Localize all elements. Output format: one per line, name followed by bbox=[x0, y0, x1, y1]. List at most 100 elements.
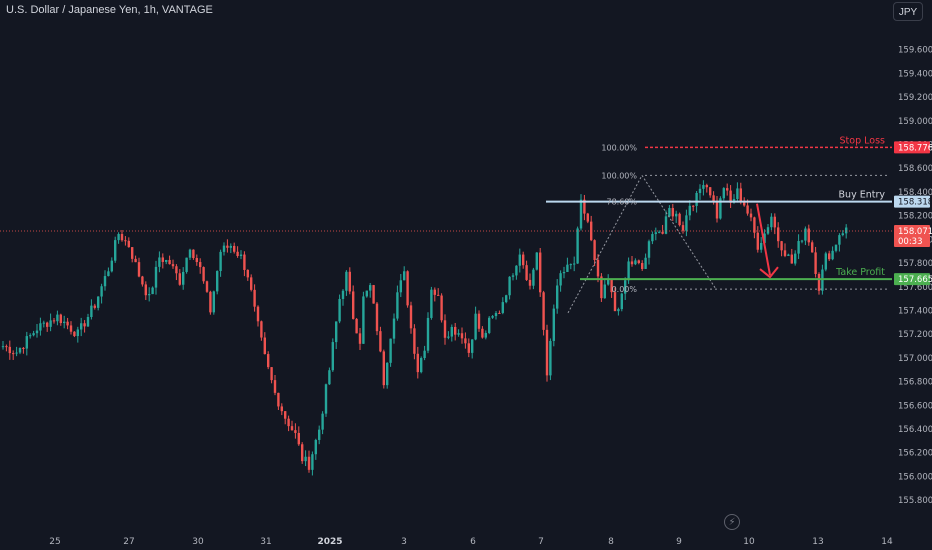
candle-body bbox=[137, 262, 141, 277]
candle-body bbox=[698, 188, 702, 193]
candle-body bbox=[532, 269, 535, 286]
candle-body bbox=[610, 279, 613, 293]
candle-body bbox=[399, 280, 402, 293]
candle-body bbox=[528, 279, 532, 286]
lightning-bolt-icon[interactable]: ⚡ bbox=[724, 514, 740, 530]
candle-body bbox=[396, 292, 399, 319]
candle-body bbox=[314, 439, 317, 455]
candle-body bbox=[695, 192, 698, 206]
candle-body bbox=[49, 320, 52, 327]
candle-body bbox=[712, 195, 715, 203]
currency-button[interactable]: JPY bbox=[893, 2, 923, 21]
time-tick-label: 13 bbox=[812, 537, 823, 547]
candle-body bbox=[358, 333, 362, 344]
candle-body bbox=[671, 208, 674, 217]
buy-entry-label: Buy Entry bbox=[839, 190, 886, 201]
candle-body bbox=[556, 285, 559, 309]
candle-body bbox=[199, 262, 202, 268]
candle-body bbox=[586, 213, 589, 222]
candle-body bbox=[375, 303, 379, 332]
candle-body bbox=[736, 188, 739, 199]
candle-body bbox=[83, 323, 86, 327]
time-tick-label: 27 bbox=[123, 537, 134, 547]
time-tick-label: 3 bbox=[401, 537, 407, 547]
candle-body bbox=[719, 198, 722, 219]
fib-level-label: 100.00% bbox=[601, 143, 637, 152]
candle-body bbox=[188, 249, 192, 258]
candle-body bbox=[348, 271, 351, 292]
candle-body bbox=[464, 338, 467, 344]
candle-body bbox=[277, 392, 280, 407]
candle-body bbox=[52, 320, 56, 322]
candle-body bbox=[127, 240, 130, 248]
candle-body bbox=[148, 294, 151, 296]
candle-body bbox=[593, 240, 596, 261]
candle-body bbox=[634, 260, 637, 265]
candle-body bbox=[141, 276, 144, 285]
last-price-tag-bg bbox=[894, 224, 930, 247]
candle-body bbox=[18, 347, 22, 353]
candle-body bbox=[352, 291, 355, 319]
candle-body bbox=[185, 257, 188, 272]
candle-body bbox=[270, 367, 273, 381]
candle-body bbox=[369, 285, 372, 291]
candle-body bbox=[297, 432, 300, 445]
candle-body bbox=[63, 321, 66, 324]
stop-loss-tag-bg bbox=[894, 141, 930, 154]
candle-body bbox=[66, 321, 69, 326]
candle-body bbox=[498, 312, 501, 314]
candle-body bbox=[124, 240, 127, 242]
candle-body bbox=[307, 456, 311, 470]
candle-body bbox=[103, 276, 107, 287]
candle-body bbox=[284, 411, 287, 419]
candle-body bbox=[569, 264, 572, 266]
time-tick-label: 9 bbox=[676, 537, 682, 547]
candle-body bbox=[841, 233, 844, 236]
candle-body bbox=[647, 241, 651, 258]
price-tick-label: 157.200 bbox=[898, 330, 932, 340]
time-tick-label: 8 bbox=[608, 537, 614, 547]
symbol-title[interactable]: U.S. Dollar / Japanese Yen, 1h, VANTAGE bbox=[6, 4, 213, 16]
candle-body bbox=[443, 320, 447, 338]
candle-body bbox=[494, 312, 498, 317]
candle-body bbox=[131, 247, 134, 259]
candle-body bbox=[168, 259, 171, 265]
candle-body bbox=[668, 208, 671, 217]
candles bbox=[1, 180, 848, 476]
candle-body bbox=[787, 254, 790, 256]
candle-body bbox=[345, 271, 348, 291]
candle-body bbox=[165, 259, 168, 262]
candle-body bbox=[110, 260, 113, 272]
candle-body bbox=[42, 322, 45, 324]
candle-body bbox=[644, 257, 647, 269]
candle-body bbox=[59, 314, 62, 324]
time-tick-label: 31 bbox=[260, 537, 271, 547]
candle-body bbox=[739, 188, 742, 202]
candle-body bbox=[508, 276, 511, 296]
candle-body bbox=[171, 264, 175, 267]
fib-trend-line bbox=[641, 175, 717, 290]
candle-body bbox=[477, 313, 481, 329]
candle-body bbox=[675, 213, 678, 217]
candle-body bbox=[341, 290, 345, 299]
candle-body bbox=[467, 343, 470, 353]
buy-entry-tag-bg bbox=[894, 195, 930, 208]
candle-body bbox=[56, 314, 59, 322]
candle-body bbox=[447, 336, 450, 338]
price-tick-label: 157.800 bbox=[898, 259, 932, 269]
candle-body bbox=[236, 251, 239, 257]
price-tick-label: 159.000 bbox=[898, 117, 932, 127]
candle-body bbox=[86, 317, 90, 327]
candle-body bbox=[69, 325, 73, 332]
candle-body bbox=[702, 185, 705, 189]
candle-body bbox=[484, 332, 487, 338]
candle-body bbox=[658, 231, 661, 233]
candle-body bbox=[328, 370, 331, 385]
candle-body bbox=[522, 254, 525, 266]
candle-body bbox=[746, 205, 749, 214]
candle-body bbox=[406, 271, 409, 306]
candle-body bbox=[603, 284, 606, 299]
price-tick-label: 158.200 bbox=[898, 212, 932, 222]
